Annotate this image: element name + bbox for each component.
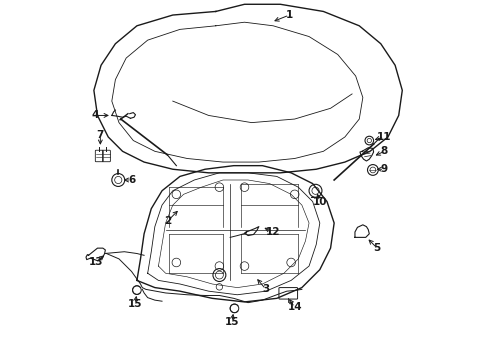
Text: 9: 9: [380, 164, 387, 174]
Text: 15: 15: [128, 299, 142, 309]
Text: 10: 10: [312, 197, 326, 207]
Text: 12: 12: [265, 227, 280, 237]
Text: 11: 11: [376, 132, 391, 142]
Text: 13: 13: [88, 257, 102, 267]
Text: 7: 7: [97, 130, 104, 140]
Text: 14: 14: [287, 302, 302, 312]
Text: 3: 3: [262, 284, 269, 294]
Text: 8: 8: [380, 146, 387, 156]
Text: 5: 5: [373, 243, 380, 253]
Text: 2: 2: [163, 216, 171, 226]
Text: 15: 15: [224, 317, 239, 327]
Text: 1: 1: [285, 10, 292, 20]
Text: 6: 6: [128, 175, 135, 185]
Text: 4: 4: [92, 111, 99, 121]
